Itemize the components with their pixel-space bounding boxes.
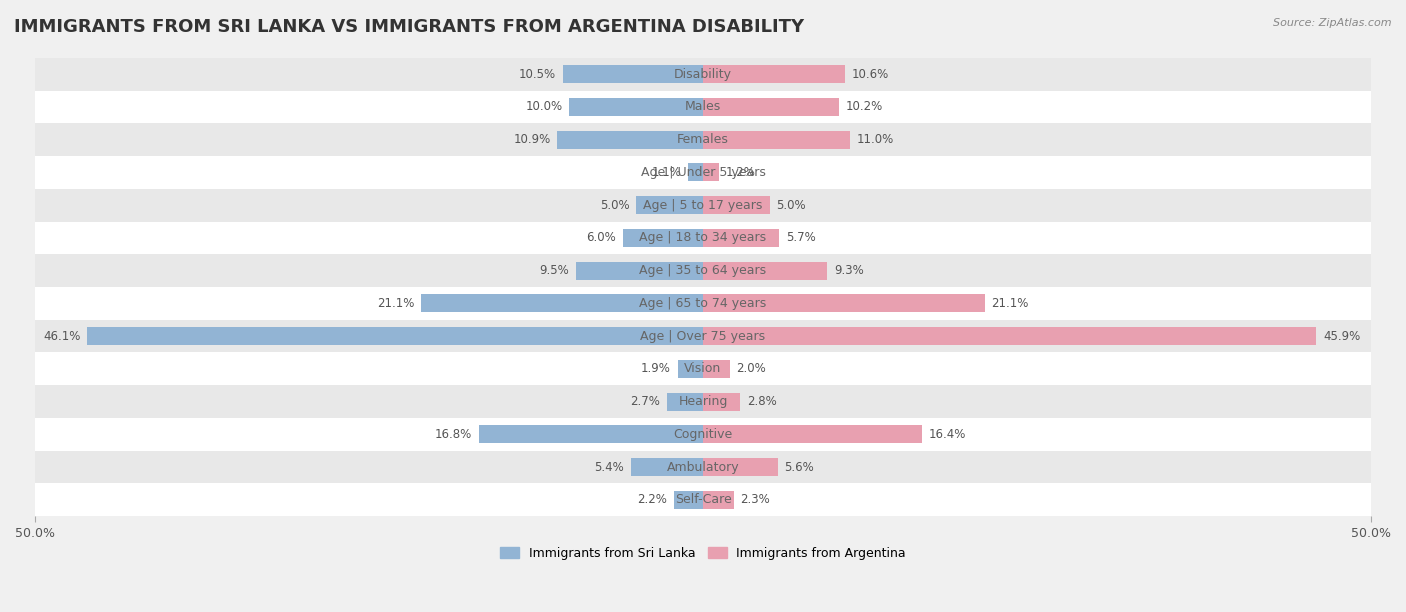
Text: 10.6%: 10.6% <box>851 68 889 81</box>
Bar <box>703 491 734 509</box>
Text: 10.2%: 10.2% <box>846 100 883 113</box>
Text: 5.7%: 5.7% <box>786 231 815 244</box>
Text: 1.9%: 1.9% <box>641 362 671 375</box>
Bar <box>35 91 1371 123</box>
Text: Age | 65 to 74 years: Age | 65 to 74 years <box>640 297 766 310</box>
Text: 21.1%: 21.1% <box>991 297 1029 310</box>
Text: 5.4%: 5.4% <box>595 460 624 474</box>
Bar <box>703 98 839 116</box>
Bar <box>703 65 845 83</box>
Bar <box>35 353 1371 385</box>
Bar <box>35 254 1371 287</box>
Bar <box>703 327 1316 345</box>
Text: 2.8%: 2.8% <box>747 395 778 408</box>
Bar <box>87 327 703 345</box>
Bar <box>703 294 984 312</box>
Text: Self-Care: Self-Care <box>675 493 731 506</box>
Bar <box>703 261 827 280</box>
Text: 6.0%: 6.0% <box>586 231 616 244</box>
Bar <box>562 65 703 83</box>
Bar <box>35 483 1371 516</box>
Bar <box>703 229 779 247</box>
Bar <box>35 385 1371 418</box>
Bar <box>703 458 778 476</box>
Text: 10.0%: 10.0% <box>526 100 562 113</box>
Bar <box>673 491 703 509</box>
Bar <box>689 163 703 181</box>
Text: Ambulatory: Ambulatory <box>666 460 740 474</box>
Text: 5.6%: 5.6% <box>785 460 814 474</box>
Text: Males: Males <box>685 100 721 113</box>
Bar <box>636 196 703 214</box>
Text: Cognitive: Cognitive <box>673 428 733 441</box>
Bar <box>666 392 703 411</box>
Bar <box>35 418 1371 450</box>
Bar <box>35 287 1371 319</box>
Bar <box>478 425 703 443</box>
Text: Age | 5 to 17 years: Age | 5 to 17 years <box>644 199 762 212</box>
Bar <box>35 156 1371 188</box>
Text: Age | 35 to 64 years: Age | 35 to 64 years <box>640 264 766 277</box>
Bar <box>35 319 1371 353</box>
Text: Hearing: Hearing <box>678 395 728 408</box>
Bar <box>35 123 1371 156</box>
Bar <box>703 392 741 411</box>
Bar <box>703 425 922 443</box>
Bar <box>35 222 1371 254</box>
Bar <box>569 98 703 116</box>
Bar <box>703 360 730 378</box>
Text: Source: ZipAtlas.com: Source: ZipAtlas.com <box>1274 18 1392 28</box>
Bar <box>422 294 703 312</box>
Text: 10.9%: 10.9% <box>513 133 551 146</box>
Text: 21.1%: 21.1% <box>377 297 415 310</box>
Text: 16.4%: 16.4% <box>929 428 966 441</box>
Bar <box>35 450 1371 483</box>
Bar <box>703 131 851 149</box>
Text: Age | 18 to 34 years: Age | 18 to 34 years <box>640 231 766 244</box>
Bar <box>631 458 703 476</box>
Text: 46.1%: 46.1% <box>44 330 80 343</box>
Legend: Immigrants from Sri Lanka, Immigrants from Argentina: Immigrants from Sri Lanka, Immigrants fr… <box>495 542 911 565</box>
Bar <box>576 261 703 280</box>
Text: 11.0%: 11.0% <box>856 133 894 146</box>
Bar <box>557 131 703 149</box>
Text: 1.2%: 1.2% <box>725 166 755 179</box>
Text: Age | Under 5 years: Age | Under 5 years <box>641 166 765 179</box>
Text: 5.0%: 5.0% <box>600 199 630 212</box>
Bar <box>703 163 718 181</box>
Text: 45.9%: 45.9% <box>1323 330 1360 343</box>
Text: IMMIGRANTS FROM SRI LANKA VS IMMIGRANTS FROM ARGENTINA DISABILITY: IMMIGRANTS FROM SRI LANKA VS IMMIGRANTS … <box>14 18 804 36</box>
Text: 2.0%: 2.0% <box>737 362 766 375</box>
Bar <box>623 229 703 247</box>
Text: Vision: Vision <box>685 362 721 375</box>
Text: 5.0%: 5.0% <box>776 199 806 212</box>
Text: 2.7%: 2.7% <box>630 395 661 408</box>
Bar <box>35 188 1371 222</box>
Text: 10.5%: 10.5% <box>519 68 555 81</box>
Text: 2.3%: 2.3% <box>741 493 770 506</box>
Bar <box>35 58 1371 91</box>
Text: 9.5%: 9.5% <box>540 264 569 277</box>
Text: Females: Females <box>678 133 728 146</box>
Text: 9.3%: 9.3% <box>834 264 863 277</box>
Bar <box>678 360 703 378</box>
Bar <box>703 196 770 214</box>
Text: Disability: Disability <box>673 68 733 81</box>
Text: 16.8%: 16.8% <box>434 428 472 441</box>
Text: 2.2%: 2.2% <box>637 493 666 506</box>
Text: Age | Over 75 years: Age | Over 75 years <box>641 330 765 343</box>
Text: 1.1%: 1.1% <box>652 166 682 179</box>
